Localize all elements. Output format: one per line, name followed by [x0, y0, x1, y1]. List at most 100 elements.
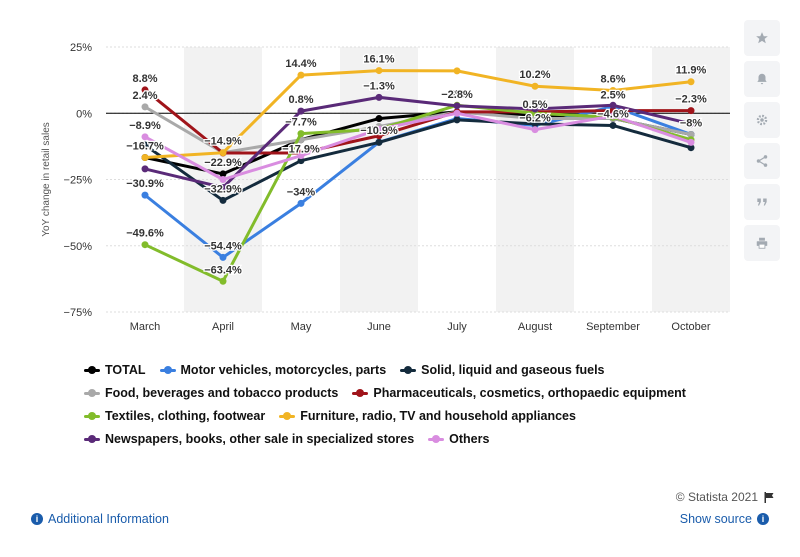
data-point	[141, 103, 149, 111]
print-button[interactable]	[744, 225, 780, 261]
data-label: −16.7%	[126, 141, 164, 153]
star-icon	[755, 31, 769, 45]
data-point	[297, 130, 305, 138]
y-tick-label: 0%	[76, 108, 92, 120]
series-line	[143, 88, 693, 155]
data-label: −4.6%	[597, 108, 629, 120]
bell-button[interactable]	[744, 61, 780, 97]
legend-label: Newspapers, books, other sale in special…	[105, 431, 415, 446]
data-point	[375, 132, 383, 140]
legend-marker	[428, 434, 445, 444]
data-point	[297, 157, 305, 165]
data-point	[375, 115, 383, 123]
data-point	[375, 93, 383, 101]
legend-label: TOTAL	[105, 362, 146, 377]
legend-label: Furniture, radio, TV and household appli…	[300, 408, 576, 423]
data-label: −7.7%	[285, 117, 317, 129]
chart-area: 25% 0% −25% −50% −75% March April May June July Au…	[41, 42, 730, 333]
data-label: −10.9%	[360, 125, 398, 137]
quote-button[interactable]	[744, 184, 780, 220]
legend-item[interactable]: Newspapers, books, other sale in special…	[84, 432, 414, 446]
x-tick-label: June	[367, 321, 391, 333]
data-point	[141, 191, 149, 199]
series-line	[143, 103, 693, 283]
data-point	[297, 152, 305, 160]
legend-item[interactable]: TOTAL	[84, 363, 146, 377]
data-point	[687, 78, 695, 86]
legend-item[interactable]: Food, beverages and tobacco products	[84, 386, 338, 400]
legend-row: Textiles, clothing, footwear Furniture, r…	[84, 404, 734, 427]
data-label: −30.9%	[126, 178, 164, 190]
legend-marker	[84, 388, 100, 398]
data-point	[609, 101, 617, 109]
x-tick-label: August	[518, 321, 552, 333]
data-point	[297, 107, 305, 115]
data-point	[453, 67, 461, 75]
legend-row: TOTAL Motor vehicles, motorcycles, parts S…	[84, 358, 734, 381]
data-label: 8.8%	[132, 73, 157, 85]
data-point	[141, 154, 149, 162]
legend-item[interactable]: Others	[428, 432, 489, 446]
legend-label: Food, beverages and tobacco products	[105, 385, 339, 400]
data-point	[219, 176, 227, 183]
data-point	[453, 102, 461, 110]
data-point	[141, 86, 149, 94]
additional-information-link[interactable]: i Additional Information	[26, 512, 169, 526]
data-label: −2.3%	[675, 94, 707, 106]
data-label: −1.3%	[363, 80, 395, 92]
legend-label: Motor vehicles, motorcycles, parts	[180, 362, 387, 377]
share-button[interactable]	[744, 143, 780, 179]
data-label: −32.9%	[204, 183, 242, 195]
legend-marker	[84, 411, 100, 421]
legend-item[interactable]: Textiles, clothing, footwear	[84, 409, 265, 423]
legend-marker	[279, 411, 296, 421]
legend-row: Newspapers, books, other sale in special…	[84, 427, 734, 450]
show-source-link[interactable]: Show source i	[680, 512, 774, 526]
legend-item[interactable]: Furniture, radio, TV and household appli…	[279, 409, 576, 423]
bell-icon	[755, 72, 769, 86]
data-label: −8%	[680, 117, 703, 129]
data-point	[531, 126, 539, 134]
data-label: −34%	[287, 186, 316, 198]
data-label: 0.5%	[522, 99, 547, 111]
data-point	[141, 241, 149, 249]
data-point	[687, 138, 695, 146]
series-line	[143, 118, 693, 202]
data-point	[609, 86, 617, 94]
data-label: 14.4%	[285, 58, 316, 70]
data-point	[687, 130, 695, 138]
x-tick-label: September	[586, 321, 640, 333]
x-tick-label: March	[130, 321, 161, 333]
legend-item[interactable]: Solid, liquid and gaseous fuels	[400, 362, 605, 377]
data-point	[453, 116, 461, 124]
legend-marker	[159, 365, 176, 375]
y-tick-label: −25%	[64, 175, 93, 187]
data-point	[531, 120, 539, 128]
data-label: −49.6%	[126, 228, 164, 240]
y-axis-label: YoY change in retail sales	[41, 122, 52, 237]
data-point	[297, 199, 305, 207]
legend-marker	[400, 365, 417, 375]
legend-item[interactable]: Motor vehicles, motorcycles, parts	[159, 362, 387, 377]
data-label: −14.9%	[204, 136, 242, 148]
data-point	[531, 105, 539, 113]
data-point	[609, 107, 617, 115]
data-point	[375, 67, 383, 75]
data-point	[687, 144, 695, 152]
data-point	[141, 141, 149, 149]
gear-button[interactable]	[744, 102, 780, 138]
data-point	[219, 170, 227, 178]
y-tick-label: −75%	[64, 307, 93, 319]
data-point	[375, 138, 383, 146]
legend-label: Others	[449, 431, 490, 446]
legend-item[interactable]: Pharmaceuticals, cosmetics, orthopaedic …	[352, 386, 686, 400]
flag-icon[interactable]	[764, 491, 774, 503]
data-point	[531, 82, 539, 90]
data-point	[375, 125, 383, 133]
data-label: −63.4%	[204, 264, 242, 276]
legend-marker	[84, 365, 100, 375]
legend-label: Textiles, clothing, footwear	[105, 408, 266, 423]
data-label: −22.9%	[204, 157, 242, 169]
star-button[interactable]	[744, 20, 780, 56]
legend-label: Solid, liquid and gaseous fuels	[421, 362, 605, 377]
